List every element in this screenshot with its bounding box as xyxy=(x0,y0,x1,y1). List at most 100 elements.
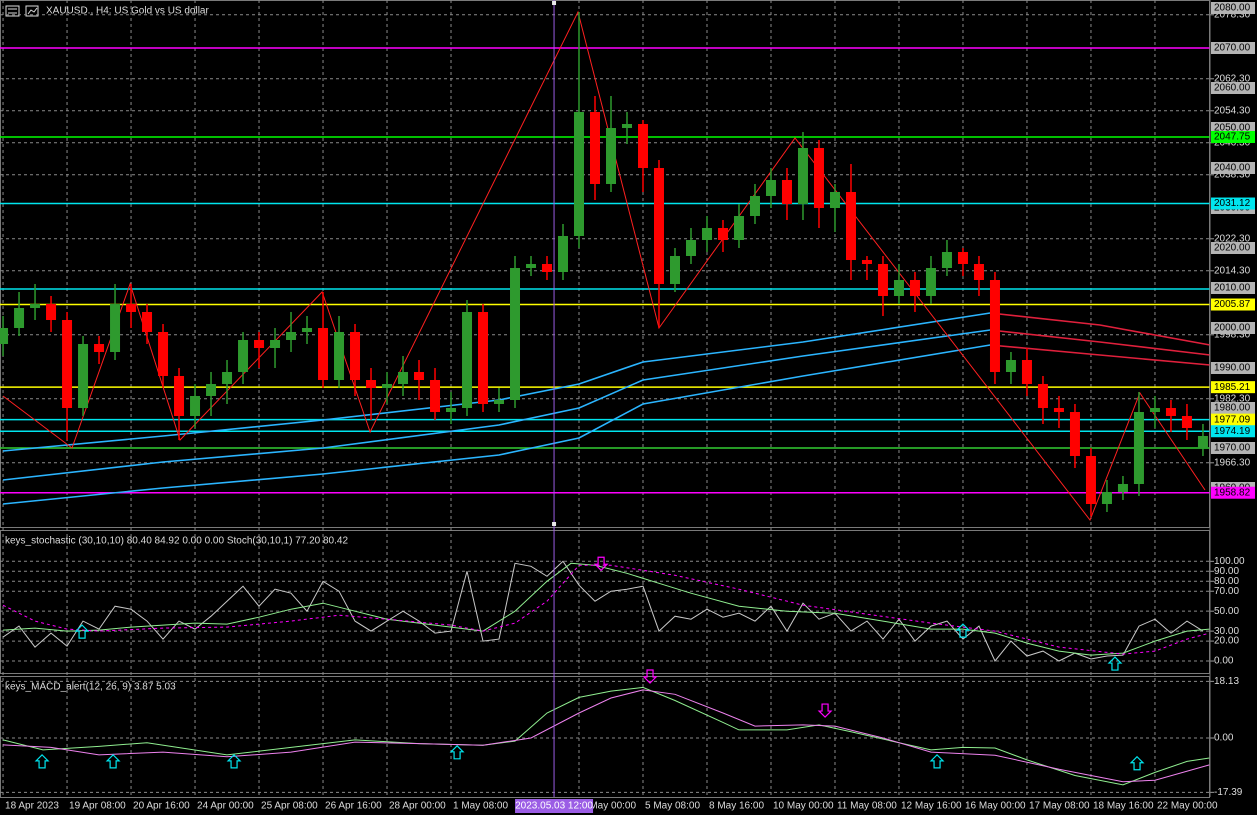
moving-average xyxy=(990,312,1211,346)
signal-arrow xyxy=(929,754,945,769)
candle-body xyxy=(14,308,25,328)
stochastic-panel-frame xyxy=(0,530,1210,674)
candle-body xyxy=(909,280,920,296)
signal-arrow xyxy=(105,754,121,769)
toolbar-icons[interactable] xyxy=(5,5,39,17)
candle-body xyxy=(829,192,840,208)
candle-body xyxy=(749,196,760,216)
y-tick-label: 30.00 xyxy=(1214,626,1239,637)
candle-body xyxy=(430,380,441,412)
candle-body xyxy=(238,340,249,372)
panel-title: keys_MACD_alert(12, 26, 9) 3.87 5.03 xyxy=(5,682,176,693)
candle-body xyxy=(701,228,712,240)
signal-arrow xyxy=(74,624,90,639)
x-tick-label: 24 Apr 00:00 xyxy=(197,801,254,812)
y-tick-label: 2038.30 xyxy=(1214,169,1251,180)
y-tick-label: 2014.30 xyxy=(1214,265,1251,276)
x-tick-label: 12 May 16:00 xyxy=(901,801,962,812)
price-label: 2000.00 xyxy=(1214,323,1251,334)
price-label-box xyxy=(1211,442,1255,454)
candle-body xyxy=(478,312,489,404)
y-tick-label: 70.00 xyxy=(1214,586,1239,597)
candle-body xyxy=(1165,408,1176,416)
candle-body xyxy=(669,256,680,284)
signal-arrow xyxy=(817,703,833,718)
price-label-box xyxy=(1211,42,1255,54)
icon-chart[interactable] xyxy=(25,5,39,17)
candle-body xyxy=(653,168,664,284)
price-label: 1980.00 xyxy=(1214,403,1251,414)
candle-body xyxy=(685,240,696,256)
y-tick-label: 1982.30 xyxy=(1214,393,1251,404)
moving-average xyxy=(2,344,991,505)
candle-body xyxy=(542,264,553,272)
candle-body xyxy=(1037,384,1048,408)
candle-body xyxy=(78,344,89,408)
candle-body xyxy=(302,328,313,332)
x-tick-label: 11 May 08:00 xyxy=(837,801,897,812)
panel-title: XAUUSD., H4: US Gold vs US dollar xyxy=(46,6,209,17)
moving-average xyxy=(2,312,991,452)
candle-body xyxy=(861,260,872,264)
y-tick-label: 2022.30 xyxy=(1214,233,1251,244)
candle-body xyxy=(62,320,73,408)
candle-body xyxy=(1053,408,1064,412)
x-tick-label: 25 Apr 08:00 xyxy=(261,801,318,812)
candle-body xyxy=(462,312,473,408)
signal-arrow xyxy=(226,754,242,769)
icon-line xyxy=(27,7,38,15)
level-label-box xyxy=(1211,197,1255,210)
candle-body xyxy=(1149,408,1160,412)
candle-body xyxy=(574,112,585,236)
level-label-box xyxy=(1211,381,1255,394)
candle-body xyxy=(222,372,233,384)
y-tick-label: 90.00 xyxy=(1214,566,1239,577)
level-label: 1958.82 xyxy=(1214,487,1251,498)
price-label-box xyxy=(1211,402,1255,414)
candle-body xyxy=(414,372,425,380)
level-label-box xyxy=(1211,486,1255,499)
price-label-box xyxy=(1211,82,1255,94)
candle-body xyxy=(1069,412,1080,456)
icon-list[interactable] xyxy=(5,5,20,17)
panel-title: keys_stochastic (30,10,10) 80.40 84.92 0… xyxy=(5,536,348,547)
signal-arrow xyxy=(1107,656,1123,671)
x-tick-label: 10 May 00:00 xyxy=(773,801,834,812)
candle-body xyxy=(781,180,792,204)
candle-body xyxy=(94,344,105,352)
candle-body xyxy=(142,312,153,332)
signal-arrow xyxy=(449,744,465,760)
candle-body xyxy=(350,332,361,380)
x-tick-label: 18 May 16:00 xyxy=(1093,801,1154,812)
x-tick-label: 20 Apr 16:00 xyxy=(133,801,190,812)
crosshair-label: 2023.05.03 12:00 xyxy=(515,801,593,812)
x-tick-label: 4 May 00:00 xyxy=(581,801,636,812)
indicator-line xyxy=(2,689,1210,783)
signal-arrow xyxy=(34,754,50,769)
candle-body xyxy=(446,408,457,412)
signal-arrow xyxy=(1129,755,1145,771)
crosshair-label-box xyxy=(515,799,594,813)
price-label-box xyxy=(1211,362,1255,374)
moving-average xyxy=(2,329,991,481)
candle-body xyxy=(286,332,297,340)
candle-body xyxy=(1133,412,1144,484)
x-tick-label: 8 May 16:00 xyxy=(709,801,764,812)
y-tick-label: 1998.30 xyxy=(1214,329,1251,340)
candle-body xyxy=(46,304,57,320)
candle-body xyxy=(877,264,888,296)
price-label: 1990.00 xyxy=(1214,363,1251,374)
zigzag-line xyxy=(2,10,1206,522)
candle-body xyxy=(973,264,984,280)
candle-body xyxy=(957,252,968,264)
candle-body xyxy=(254,340,265,348)
x-tick-label: 26 Apr 16:00 xyxy=(325,801,382,812)
candle-body xyxy=(526,264,537,268)
candle-body xyxy=(1181,416,1192,428)
y-tick-label: 80.00 xyxy=(1214,576,1239,587)
candle-body xyxy=(510,268,521,400)
y-tick-label: 0.00 xyxy=(1214,656,1234,667)
indicator-line xyxy=(2,560,1204,662)
y-tick-label: -17.39 xyxy=(1214,787,1243,798)
y-tick-label: 0.00 xyxy=(1214,733,1234,744)
